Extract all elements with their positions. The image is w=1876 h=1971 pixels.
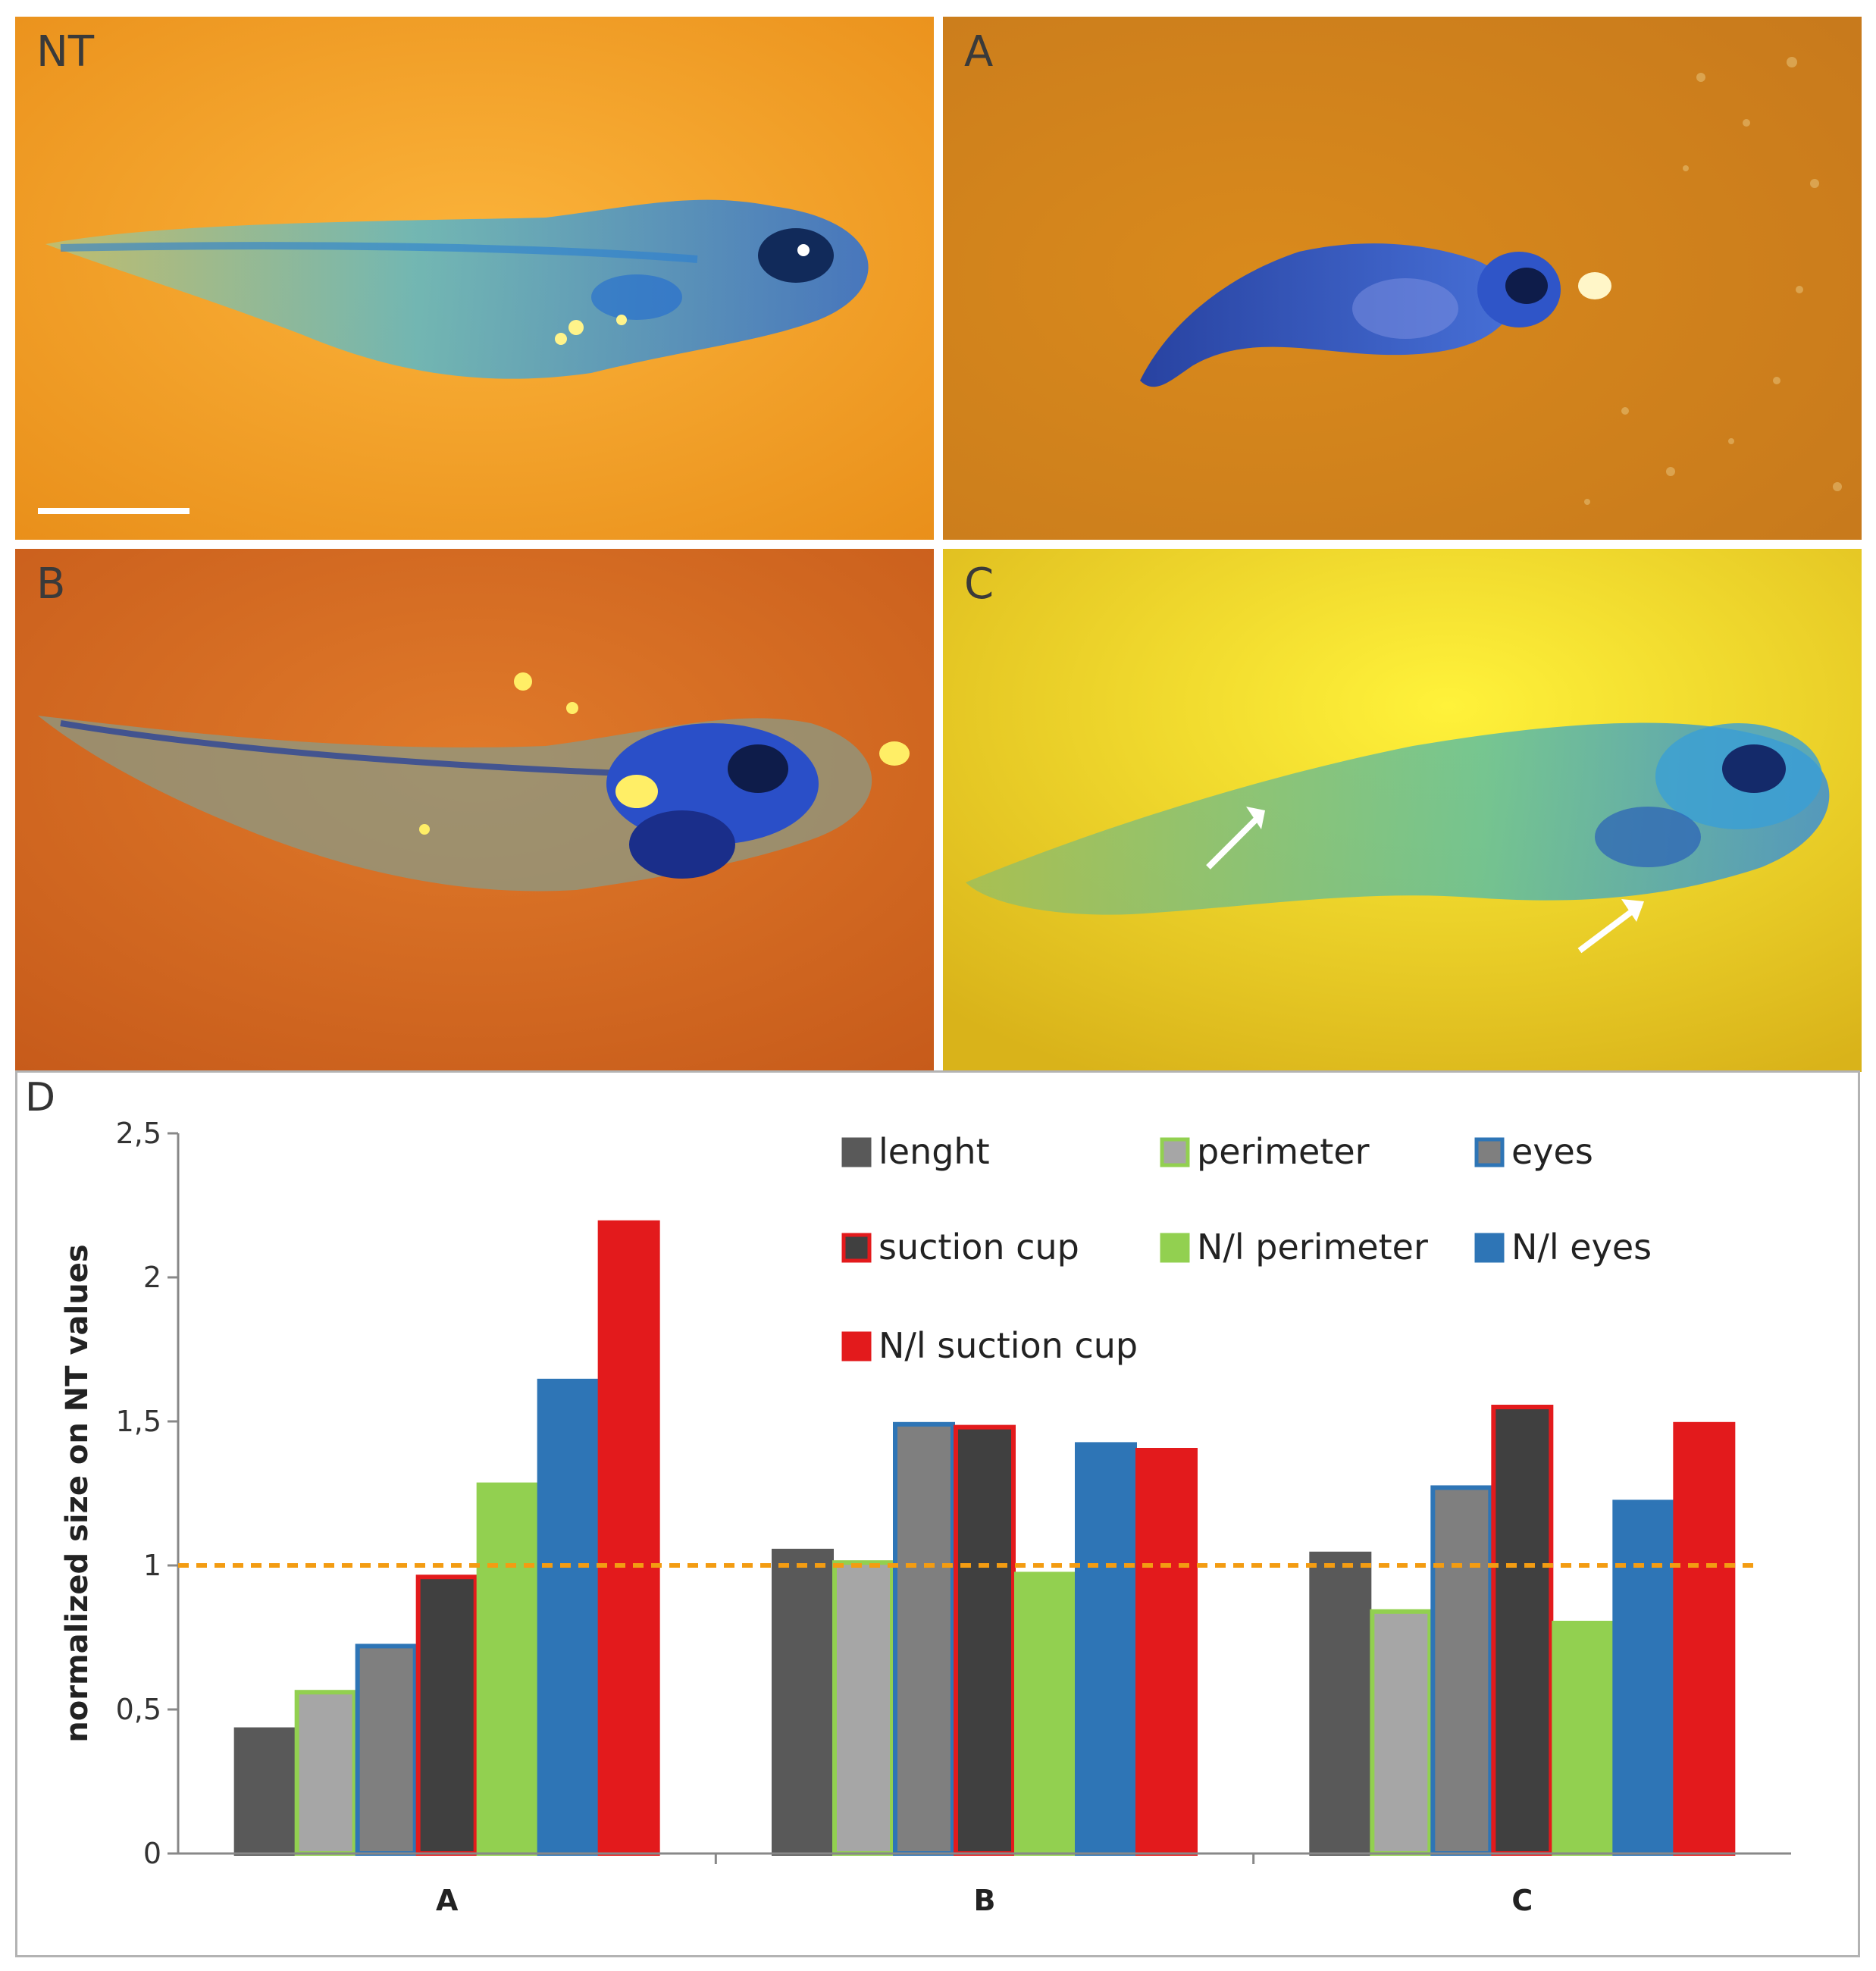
bar-suction-cup-b bbox=[954, 1424, 1016, 1857]
bar-n-l-perimeter-b bbox=[1014, 1571, 1076, 1857]
y-tick-label: 2 bbox=[143, 1261, 161, 1294]
panel-nt-image bbox=[15, 17, 934, 540]
legend-entry: perimeter bbox=[1197, 1131, 1370, 1172]
panel-b-photo: B bbox=[15, 549, 934, 1072]
y-tick-label: 1,5 bbox=[116, 1405, 161, 1438]
bar-n-l-eyes-b bbox=[1075, 1442, 1137, 1856]
legend-entry: lenght bbox=[878, 1131, 990, 1172]
legend-entry: N/l eyes bbox=[1511, 1227, 1652, 1268]
legend-entry: N/l perimeter bbox=[1197, 1227, 1428, 1268]
legend-entry: N/l suction cup bbox=[878, 1325, 1138, 1366]
y-tick-label: 1 bbox=[143, 1549, 161, 1582]
bar-n-l-suction-cup-a bbox=[597, 1220, 660, 1857]
bar-n-l-perimeter-a bbox=[476, 1482, 539, 1856]
bar-suction-cup-a bbox=[415, 1575, 478, 1856]
legend-swatch bbox=[841, 1137, 872, 1167]
x-category-label: B bbox=[974, 1884, 996, 1917]
bar-lenght-b bbox=[772, 1549, 834, 1856]
panel-a-image bbox=[943, 17, 1862, 540]
panel-d-chart: D normalized size on NT values 0 0,5 1 1,5 2… bbox=[15, 1070, 1860, 1957]
bar-perimeter-c bbox=[1370, 1609, 1433, 1856]
arrow-icon bbox=[1206, 812, 1264, 870]
panel-c-photo: C bbox=[943, 549, 1862, 1072]
panel-label-d: D bbox=[25, 1075, 55, 1120]
bar-n-l-suction-cup-c bbox=[1673, 1421, 1736, 1856]
bar-chart: D normalized size on NT values 0 0,5 1 1,5 2… bbox=[25, 1075, 1791, 1917]
legend-swatch bbox=[841, 1233, 872, 1263]
x-category-label: C bbox=[1511, 1884, 1533, 1917]
x-category-label: A bbox=[436, 1884, 459, 1917]
bar-lenght-c bbox=[1309, 1551, 1372, 1856]
bar-suction-cup-c bbox=[1491, 1405, 1554, 1856]
panel-label-b: B bbox=[36, 559, 66, 609]
legend-swatch bbox=[1160, 1137, 1190, 1167]
panel-label-nt: NT bbox=[36, 27, 95, 77]
bar-n-l-eyes-c bbox=[1612, 1499, 1675, 1857]
panel-nt-photo: NT bbox=[15, 17, 934, 540]
panel-label-c: C bbox=[964, 559, 994, 609]
legend-entry: suction cup bbox=[878, 1227, 1079, 1268]
bar-eyes-c bbox=[1430, 1485, 1493, 1857]
bar-n-l-eyes-a bbox=[537, 1378, 600, 1856]
bar-n-l-suction-cup-b bbox=[1135, 1448, 1198, 1856]
bar-eyes-b bbox=[893, 1421, 955, 1856]
bar-eyes-a bbox=[355, 1644, 418, 1857]
bar-n-l-perimeter-c bbox=[1552, 1621, 1614, 1856]
bar-lenght-a bbox=[233, 1727, 296, 1856]
legend-entry: eyes bbox=[1511, 1131, 1593, 1172]
legend-swatch bbox=[1474, 1233, 1505, 1263]
legend-swatch bbox=[1474, 1137, 1505, 1167]
y-axis-label: normalized size on NT values bbox=[60, 1244, 95, 1742]
arrow-icon bbox=[1577, 902, 1643, 954]
panel-a-photo: A bbox=[943, 17, 1862, 540]
scale-bar bbox=[38, 508, 189, 514]
panel-b-image bbox=[15, 549, 934, 1072]
y-tick-label: 2,5 bbox=[116, 1117, 161, 1150]
legend-swatch bbox=[1160, 1233, 1190, 1263]
panel-c-image bbox=[943, 549, 1862, 1072]
bar-perimeter-a bbox=[294, 1690, 357, 1857]
y-tick-label: 0 bbox=[143, 1837, 161, 1870]
panel-label-a: A bbox=[964, 27, 994, 77]
bar-perimeter-b bbox=[832, 1560, 894, 1856]
legend-swatch bbox=[841, 1331, 872, 1362]
y-tick-label: 0,5 bbox=[116, 1693, 161, 1726]
